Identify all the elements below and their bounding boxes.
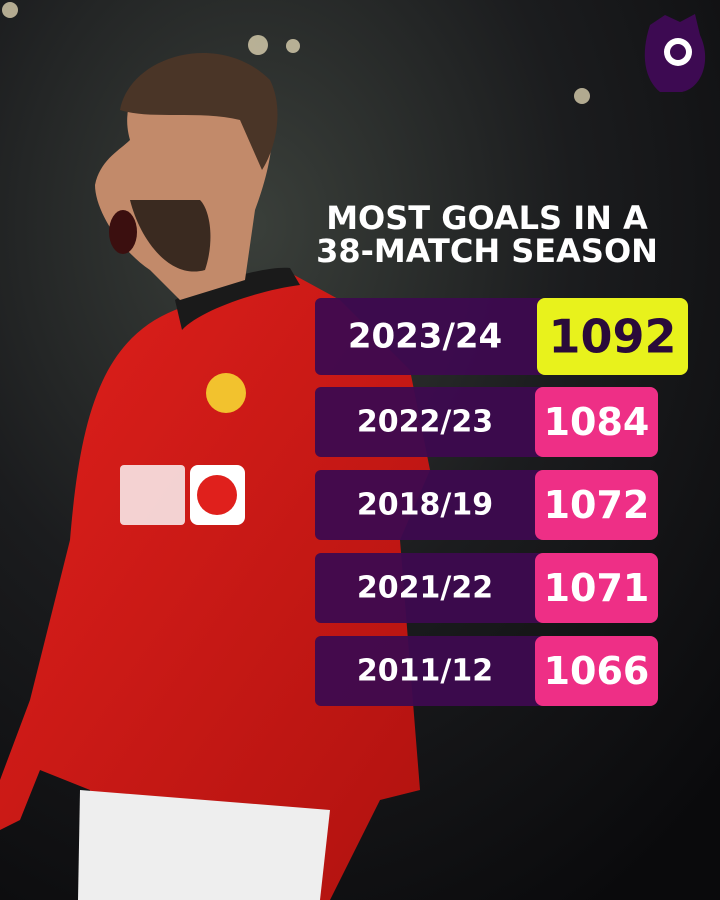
season-label: 2021/22 [357,571,493,606]
season-cell [315,553,545,623]
stadium-lights [2,2,590,104]
goals-value: 1084 [544,400,650,444]
season-label: 2018/19 [357,488,493,523]
goals-cell [535,470,658,540]
player-photo [0,53,430,900]
goals-value: 1071 [544,566,650,610]
goals-cell [535,553,658,623]
season-label: 2023/24 [348,317,502,357]
title-line: 38-MATCH SEASON [316,232,658,270]
season-label: 2022/23 [357,405,493,440]
goals-value: 1092 [548,310,676,364]
goals-value: 1066 [544,649,650,693]
season-label: 2011/12 [357,654,493,689]
goals-cell [535,387,658,457]
season-cell [315,636,545,706]
goals-cell [537,298,688,375]
season-cell [315,387,545,457]
goals-value: 1072 [544,483,650,527]
ranking-table: 2023/24 1092 2022/23 1084 2018/19 1072 2021/22… [315,298,688,706]
league-logo [644,14,706,92]
goals-cell [535,636,658,706]
season-cell [315,298,545,375]
title-line: MOST GOALS IN A [326,199,648,237]
season-cell [315,470,545,540]
